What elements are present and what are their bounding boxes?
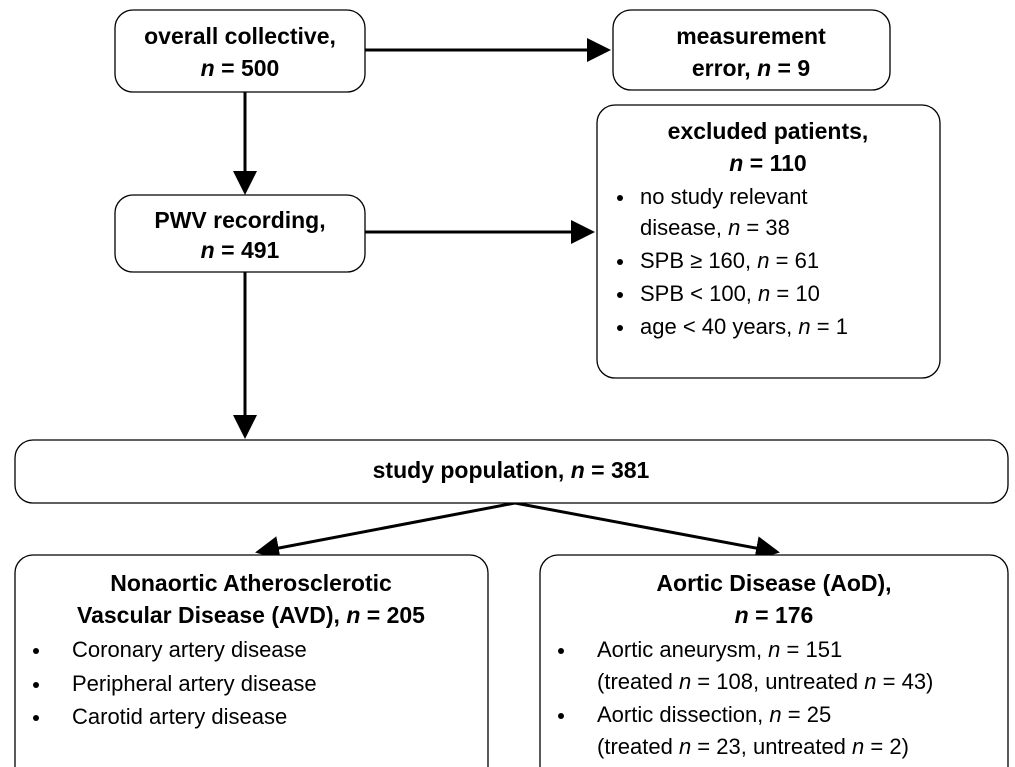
node-title: study population, n = 381 <box>373 457 650 483</box>
node-title: measurement <box>676 23 826 49</box>
bullet-text: Coronary artery disease <box>72 637 307 662</box>
bullet-text: disease, n = 38 <box>640 215 790 240</box>
bullet-text: SPB ≥ 160, n = 61 <box>640 248 819 273</box>
bullet-dot <box>617 292 623 298</box>
node-title: Aortic Disease (AoD), <box>656 570 891 596</box>
node-box <box>114 194 366 273</box>
node-title: Vascular Disease (AVD), n = 205 <box>77 602 425 628</box>
bullet-dot <box>617 195 623 201</box>
bullet-dot <box>558 648 564 654</box>
node-title: Nonaortic Atherosclerotic <box>110 570 392 596</box>
bullet-dot <box>617 259 623 265</box>
node-box <box>14 439 1009 504</box>
bullet-text: (treated n = 108, untreated n = 43) <box>597 669 933 694</box>
bullet-text: Peripheral artery disease <box>72 671 317 696</box>
node-title: n = 491 <box>201 237 280 263</box>
node-box <box>539 554 1009 767</box>
bullet-text: SPB < 100, n = 10 <box>640 281 820 306</box>
node-box <box>14 554 489 767</box>
bullet-dot <box>617 325 623 331</box>
arrow <box>255 501 516 560</box>
bullet-dot <box>558 713 564 719</box>
node-title: n = 110 <box>729 150 806 176</box>
bullet-dot <box>33 715 39 721</box>
node-title: error, n = 9 <box>692 55 810 81</box>
node-box <box>596 104 941 379</box>
node-title: PWV recording, <box>154 207 325 233</box>
bullet-text: Aortic dissection, n = 25 <box>597 702 831 727</box>
node-title: n = 176 <box>735 602 814 628</box>
node-title: n = 500 <box>201 55 280 81</box>
node-title: overall collective, <box>144 23 336 49</box>
bullet-text: Aortic aneurysm, n = 151 <box>597 637 842 662</box>
node-title: excluded patients, <box>668 118 869 144</box>
bullet-text: (treated n = 23, untreated n = 2) <box>597 734 909 759</box>
bullet-text: Carotid artery disease <box>72 704 287 729</box>
node-box <box>612 9 891 91</box>
arrow <box>514 501 780 560</box>
bullet-text: no study relevant <box>640 184 808 209</box>
bullet-dot <box>33 648 39 654</box>
node-box <box>114 9 366 93</box>
bullet-dot <box>33 682 39 688</box>
bullet-text: age < 40 years, n = 1 <box>640 314 848 339</box>
